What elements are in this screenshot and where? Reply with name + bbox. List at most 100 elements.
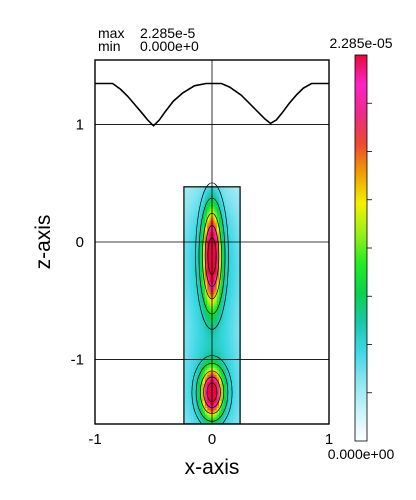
heatmap-cell: [200, 186, 204, 190]
heatmap-cell: [197, 378, 201, 382]
heatmap-cell: [233, 319, 236, 323]
heatmap-cell: [216, 272, 220, 276]
heatmap-cell: [233, 307, 236, 311]
heatmap-cell: [212, 405, 215, 408]
heatmap-cell: [202, 338, 206, 342]
heatmap-cell: [195, 203, 199, 207]
heatmap-cell: [193, 229, 197, 233]
heatmap-cell: [190, 196, 194, 200]
heatmap-cell: [226, 193, 229, 197]
heatmap-cell: [223, 324, 227, 328]
heatmap-cell: [200, 272, 204, 276]
heatmap-cell: [204, 210, 208, 214]
heatmap-cell: [235, 393, 239, 397]
heatmap-cell: [200, 208, 204, 212]
heatmap-cell: [209, 386, 213, 390]
y-tick-label: -1: [71, 351, 84, 368]
heatmap-cell: [209, 215, 213, 219]
heatmap-cell: [235, 298, 239, 302]
heatmap-cell: [200, 276, 204, 280]
heatmap-cell: [233, 217, 236, 221]
heatmap-cell: [183, 307, 187, 311]
heatmap-cell: [183, 250, 187, 254]
heatmap-cell: [226, 295, 229, 299]
heatmap-cell: [233, 257, 236, 261]
heatmap-cell: [219, 362, 222, 366]
heatmap-cell: [235, 241, 239, 245]
heatmap-cell: [228, 307, 232, 311]
heatmap-cell: [226, 253, 229, 257]
heatmap-cell: [188, 329, 192, 333]
heatmap-cell: [228, 269, 232, 273]
heatmap-cell: [216, 205, 220, 209]
heatmap-cell: [190, 312, 194, 316]
heatmap-cell: [200, 412, 204, 416]
heatmap-cell: [190, 250, 194, 254]
heatmap-cell: [233, 269, 236, 273]
heatmap-cell: [204, 310, 208, 314]
heatmap-cell: [193, 250, 197, 254]
heatmap-cell: [202, 222, 206, 226]
heatmap-cell: [204, 303, 208, 306]
heatmap-cell: [207, 421, 211, 424]
heatmap-cell: [200, 248, 204, 252]
heatmap-cell: [230, 196, 234, 200]
heatmap-cell: [230, 307, 234, 311]
heatmap-cell: [204, 367, 208, 371]
heatmap-cell: [190, 333, 194, 337]
heatmap-cell: [186, 329, 190, 333]
heatmap-cell: [209, 265, 213, 269]
heatmap-cell: [193, 322, 197, 325]
heatmap-cell: [200, 397, 204, 401]
heatmap-cell: [219, 227, 222, 231]
heatmap-cell: [221, 374, 225, 378]
heatmap-cell: [195, 364, 199, 368]
heatmap-cell: [204, 322, 208, 325]
heatmap-cell: [235, 215, 239, 219]
heatmap-cell: [186, 305, 190, 309]
heatmap-cell: [219, 291, 222, 295]
heatmap-cell: [233, 352, 236, 356]
heatmap-cell: [228, 250, 232, 254]
heatmap-cell: [226, 215, 229, 219]
heatmap-cell: [209, 276, 213, 280]
x-axis-label: x-axis: [185, 456, 240, 479]
heatmap-cell: [223, 201, 227, 205]
heatmap-cell: [223, 333, 227, 337]
heatmap-cell: [221, 390, 225, 394]
heatmap-cell: [233, 186, 236, 190]
heatmap-cell: [204, 241, 208, 245]
heatmap-cell: [193, 305, 197, 309]
heatmap-cell: [186, 208, 190, 212]
heatmap-cell: [221, 267, 225, 271]
heatmap-cell: [221, 355, 225, 359]
heatmap-cell: [216, 376, 220, 380]
heatmap-cell: [216, 343, 220, 347]
heatmap-cell: [193, 215, 197, 219]
heatmap-cell: [202, 191, 206, 195]
heatmap-cell: [230, 345, 234, 349]
heatmap-cell: [228, 331, 232, 335]
heatmap-cell: [188, 421, 192, 424]
heatmap-cell: [195, 260, 199, 264]
heatmap-cell: [197, 295, 201, 299]
heatmap-cell: [221, 388, 225, 392]
heatmap-cell: [190, 336, 194, 340]
heatmap-cell: [188, 362, 192, 366]
heatmap-cell: [188, 359, 192, 363]
heatmap-cell: [228, 186, 232, 190]
heatmap-cell: [230, 405, 234, 408]
heatmap-cell: [197, 324, 201, 328]
heatmap-cell: [193, 272, 197, 276]
heatmap-cell: [207, 220, 211, 223]
heatmap-cell: [183, 217, 187, 221]
heatmap-cell: [228, 205, 232, 209]
heatmap-cell: [200, 331, 204, 335]
heatmap-cell: [202, 352, 206, 356]
heatmap-cell: [188, 205, 192, 209]
heatmap-cell: [186, 193, 190, 197]
heatmap-cell: [200, 279, 204, 283]
heatmap-cell: [197, 291, 201, 295]
heatmap-cell: [207, 333, 211, 337]
